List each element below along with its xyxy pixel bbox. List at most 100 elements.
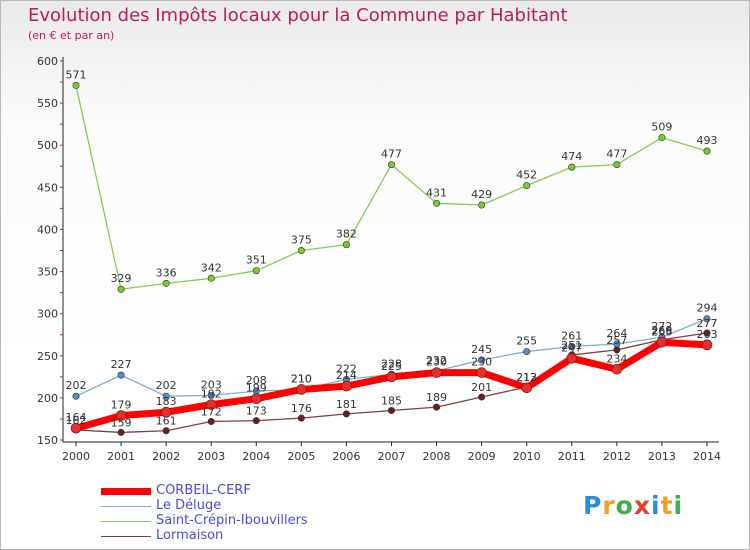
logo-letter: i: [673, 491, 684, 520]
legend-label-3: Lormaison: [156, 528, 224, 543]
data-label-2: 382: [336, 228, 357, 241]
data-label-3: 173: [246, 405, 267, 418]
series-line-2: [75, 84, 708, 290]
logo-letter: P: [583, 491, 603, 520]
data-point-2: [568, 163, 576, 171]
chart-subtitle: (en € et par an): [28, 29, 115, 42]
data-point-0: [341, 380, 352, 392]
data-point-2: [297, 247, 305, 255]
data-label-1: 245: [471, 343, 492, 356]
data-label-1: 255: [516, 335, 537, 348]
data-label-3: 277: [696, 317, 717, 330]
data-point-0: [250, 393, 262, 405]
data-label-2: 474: [561, 150, 582, 163]
data-point-2: [342, 241, 350, 249]
data-point-1: [162, 392, 170, 400]
data-point-3: [703, 329, 711, 337]
data-label-1: 261: [561, 330, 582, 343]
data-label-2: 493: [696, 134, 717, 147]
data-label-0: 247: [561, 341, 582, 354]
x-tick-label: 2001: [107, 450, 135, 463]
data-label-3: 159: [111, 416, 132, 429]
data-label-2: 452: [516, 169, 537, 182]
y-tick-label: 150: [37, 434, 58, 447]
data-point-3: [252, 417, 260, 425]
x-tick-label: 2006: [332, 450, 360, 463]
data-label-1: 210: [291, 372, 312, 385]
data-label-1: 208: [246, 374, 267, 387]
data-label-0: 199: [246, 382, 267, 395]
chart-title: Evolution des Impôts locaux pour la Comm…: [28, 5, 568, 26]
data-point-0: [566, 353, 578, 364]
data-point-2: [613, 161, 621, 169]
legend-label-2: Saint-Crépin-Ibouvillers: [156, 513, 308, 528]
x-tick-label: 2014: [693, 450, 721, 463]
data-point-2: [523, 182, 531, 190]
data-label-2: 431: [426, 186, 447, 199]
data-label-1: 232: [426, 354, 447, 367]
data-point-2: [252, 267, 260, 275]
legend-label-1: Le Déluge: [156, 498, 222, 513]
data-point-1: [207, 391, 215, 399]
data-label-3: 189: [426, 391, 447, 404]
data-point-2: [387, 161, 395, 169]
data-label-3: 257: [606, 334, 627, 347]
data-point-2: [658, 134, 666, 142]
legend-swatch-1: [101, 499, 151, 514]
data-point-2: [72, 81, 80, 89]
y-tick-label: 550: [37, 97, 58, 110]
data-point-1: [703, 315, 711, 323]
data-label-0: 192: [201, 388, 222, 401]
legend-swatch-2: [101, 514, 151, 529]
proxiti-logo: Proxiti: [583, 491, 683, 520]
x-tick-label: 2005: [287, 450, 315, 463]
data-label-2: 571: [66, 68, 87, 81]
logo-letter: x: [633, 491, 651, 520]
data-label-0: 214: [336, 369, 357, 382]
data-point-2: [117, 285, 125, 293]
data-label-1: 203: [201, 378, 222, 391]
data-label-0: 225: [381, 360, 402, 373]
data-label-1: 227: [111, 358, 132, 371]
logo-letter: t: [660, 491, 674, 520]
data-point-0: [656, 337, 668, 348]
data-label-2: 477: [606, 148, 627, 161]
data-label-0: 234: [606, 352, 627, 365]
legend-swatch-3: [101, 529, 151, 544]
y-tick-label: 500: [37, 139, 58, 152]
data-point-0: [70, 422, 82, 434]
data-point-0: [296, 384, 307, 395]
data-label-3: 161: [156, 415, 177, 428]
y-tick-label: 250: [37, 350, 58, 363]
y-tick-label: 200: [37, 392, 58, 405]
data-point-0: [521, 382, 533, 394]
data-label-0: 164: [66, 411, 87, 424]
data-label-1: 294: [696, 302, 717, 315]
data-label-3: 251: [561, 339, 582, 352]
data-point-0: [386, 371, 397, 383]
data-label-2: 429: [471, 188, 492, 201]
y-tick-label: 400: [37, 223, 58, 236]
legend-swatch-0: [101, 484, 151, 499]
y-tick-label: 300: [37, 308, 58, 321]
data-point-1: [613, 340, 621, 348]
data-label-3: 181: [336, 398, 357, 411]
x-tick-label: 2008: [423, 450, 451, 463]
x-tick-label: 2010: [513, 450, 541, 463]
data-point-0: [160, 406, 172, 418]
data-point-1: [117, 371, 125, 379]
data-point-1: [568, 343, 576, 351]
data-point-3: [478, 393, 486, 401]
data-label-2: 336: [156, 266, 177, 279]
x-tick-label: 2012: [603, 450, 631, 463]
data-point-3: [297, 414, 305, 422]
data-point-1: [523, 348, 531, 356]
data-label-3: 172: [201, 405, 222, 418]
data-label-2: 509: [651, 121, 672, 134]
data-point-3: [207, 417, 215, 425]
data-point-1: [478, 356, 486, 364]
data-point-3: [117, 428, 125, 436]
data-label-0: 230: [426, 356, 447, 369]
x-tick-label: 2011: [558, 450, 586, 463]
